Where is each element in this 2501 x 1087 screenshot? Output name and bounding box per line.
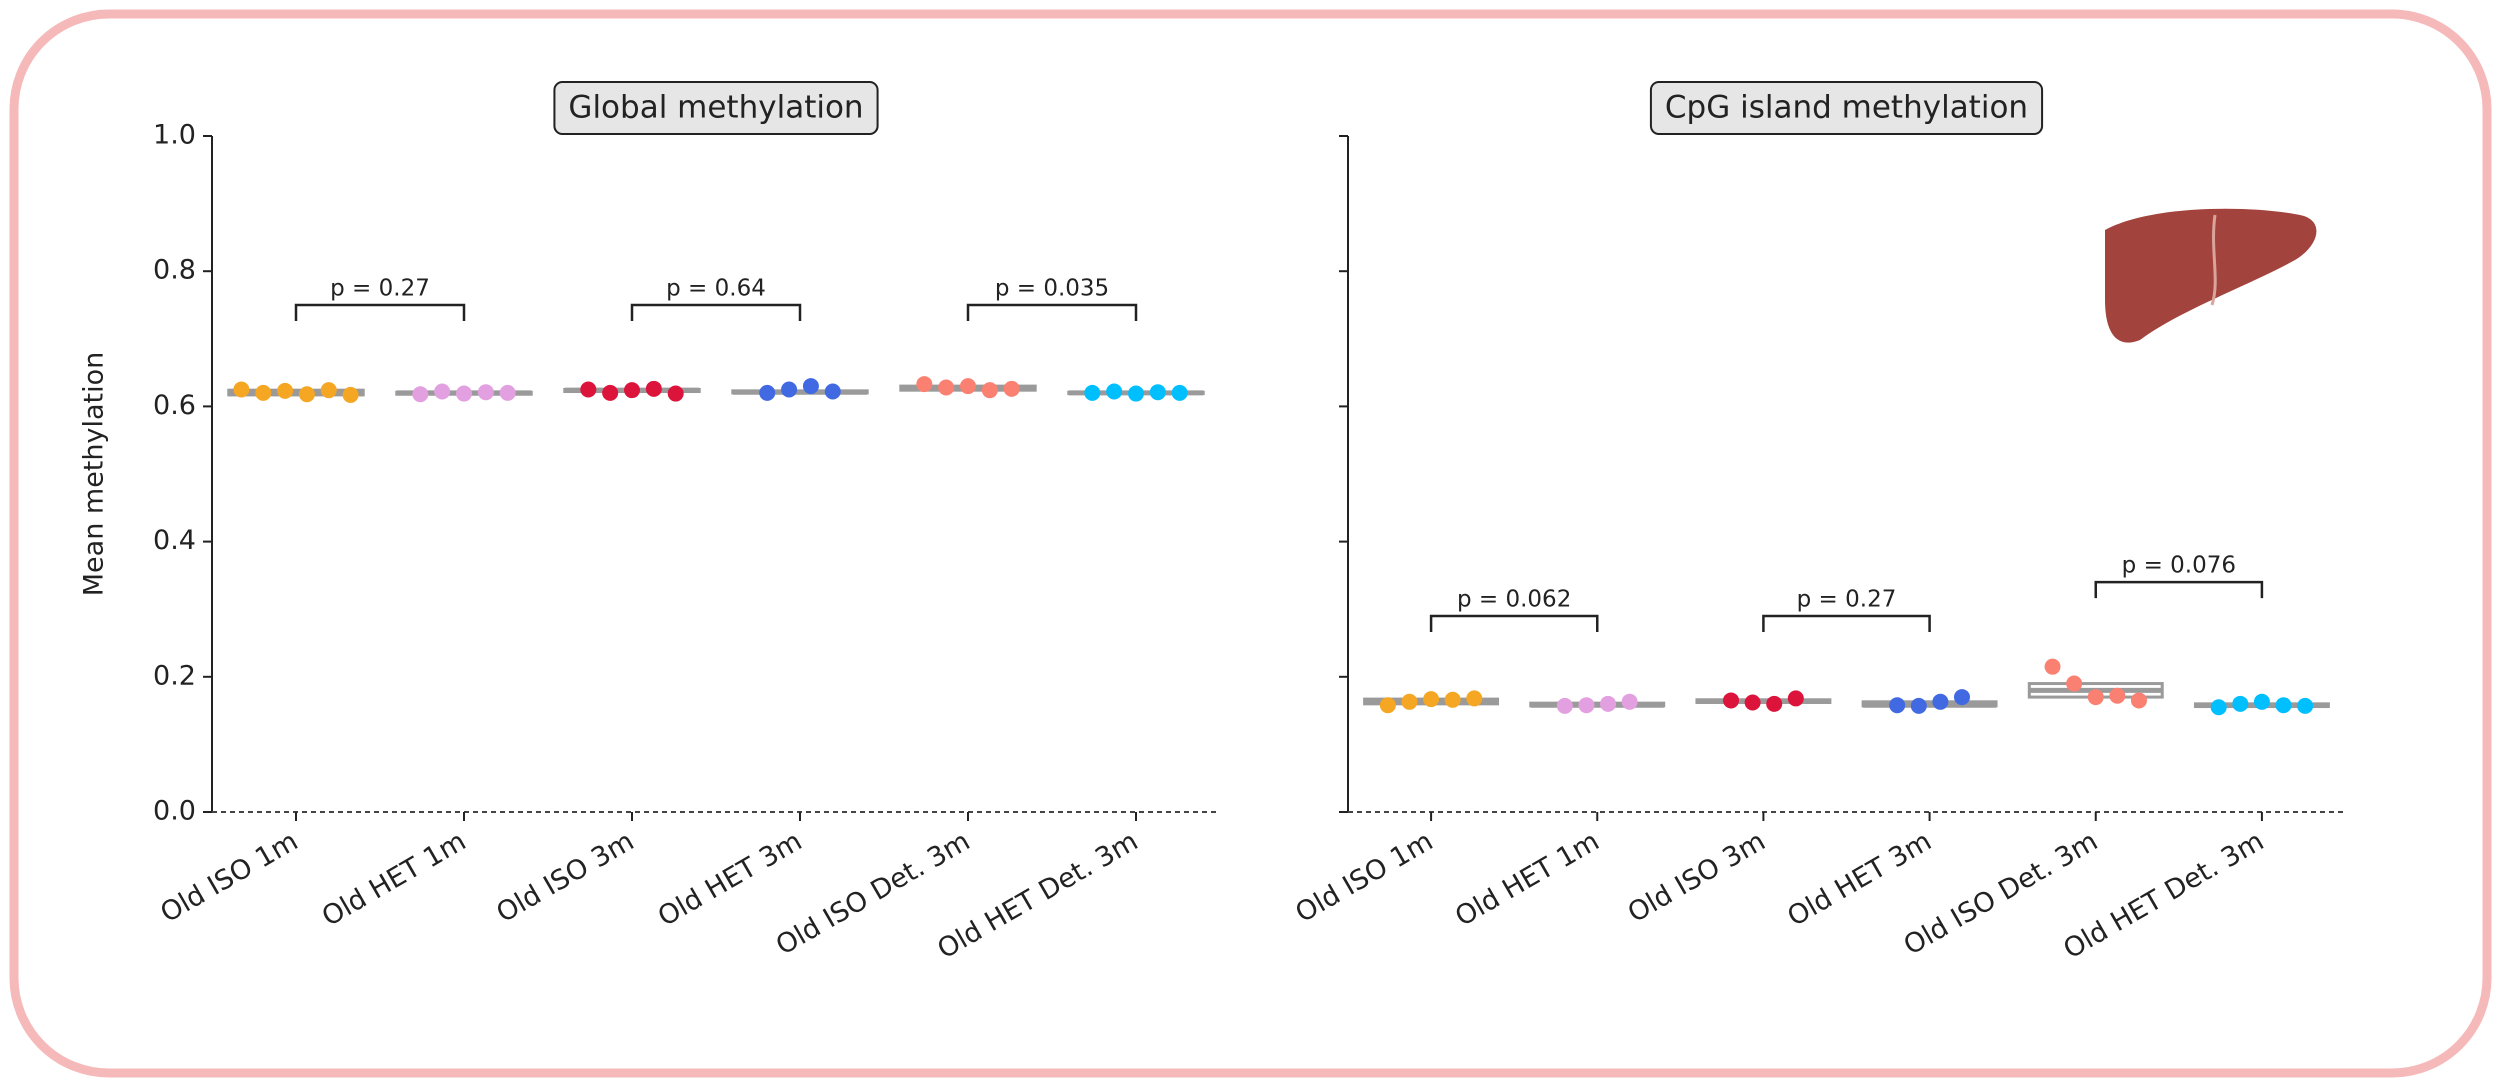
data-point <box>2044 658 2061 675</box>
data-point <box>1910 697 1927 714</box>
significance-bracket <box>1762 614 1931 632</box>
data-point <box>667 385 684 402</box>
data-point <box>277 382 294 399</box>
p-value-label: p = 0.035 <box>995 276 1109 302</box>
data-point <box>2066 675 2083 692</box>
data-point <box>802 378 819 395</box>
data-point <box>2297 697 2314 714</box>
data-point <box>1466 690 1483 707</box>
data-point <box>1621 693 1638 710</box>
data-point <box>434 383 451 400</box>
y-tick-label: 0.0 <box>153 796 196 827</box>
data-point <box>1723 692 1740 709</box>
data-point <box>320 382 337 399</box>
data-point <box>759 384 776 401</box>
chart-title: Global methylation <box>568 90 863 126</box>
x-tick-label: Old HET 1m <box>1450 826 1604 933</box>
data-point <box>412 386 429 403</box>
data-point <box>499 384 516 401</box>
data-point <box>602 384 619 401</box>
data-point <box>645 380 662 397</box>
data-point <box>1128 385 1144 402</box>
data-point <box>916 376 933 393</box>
title-box <box>1649 81 2044 135</box>
title-box <box>553 81 879 135</box>
significance-bracket <box>966 303 1138 321</box>
data-point <box>1106 383 1123 400</box>
liver-icon <box>2105 208 2317 343</box>
x-tick-label: Old ISO 1m <box>1290 826 1438 929</box>
data-point <box>255 384 272 401</box>
data-point <box>2275 697 2292 714</box>
data-point <box>2087 689 2104 706</box>
p-value-label: p = 0.076 <box>2122 553 2236 579</box>
data-point <box>981 382 998 399</box>
y-tick-label: 0.8 <box>153 255 196 286</box>
data-point <box>456 385 472 402</box>
y-tick-label: 0.4 <box>153 525 196 556</box>
data-point <box>2109 687 2126 704</box>
data-point <box>1578 697 1595 714</box>
data-point <box>298 386 315 403</box>
data-point <box>1171 384 1188 401</box>
significance-bracket <box>294 303 466 321</box>
data-point <box>960 378 976 395</box>
x-tick-label: Old ISO 3m <box>1623 826 1771 929</box>
p-value-label: p = 0.27 <box>330 276 430 302</box>
data-point <box>1744 694 1761 711</box>
data-point <box>2253 693 2270 710</box>
data-point <box>2210 699 2227 716</box>
data-point <box>2232 695 2249 712</box>
x-tick-label: Old HET 1m <box>317 826 471 933</box>
chart-title: CpG island methylation <box>1665 90 2028 126</box>
significance-bracket <box>630 303 802 321</box>
data-point <box>477 384 494 401</box>
data-point <box>824 383 841 400</box>
data-point <box>1401 693 1418 710</box>
data-point <box>2130 692 2147 709</box>
x-tick-label: Old HET 3m <box>653 826 807 933</box>
y-axis-label: Mean methylation <box>79 352 110 597</box>
data-point <box>1084 384 1101 401</box>
p-value-label: p = 0.64 <box>666 276 766 302</box>
data-point <box>1889 697 1906 714</box>
y-tick-label: 0.2 <box>153 660 196 691</box>
data-point <box>938 379 955 396</box>
data-point <box>781 381 798 398</box>
data-point <box>1953 689 1970 706</box>
data-point <box>233 381 250 398</box>
data-point <box>1600 695 1617 712</box>
x-tick-label: Old ISO 1m <box>155 826 303 929</box>
y-tick-label: 0.6 <box>153 390 196 421</box>
significance-bracket <box>1429 614 1599 632</box>
p-value-label: p = 0.27 <box>1797 586 1897 612</box>
data-point <box>342 386 359 403</box>
p-value-label: p = 0.062 <box>1457 586 1571 612</box>
data-point <box>1003 380 1020 397</box>
data-point <box>1556 697 1573 714</box>
x-tick-label: Old ISO 3m <box>491 826 639 929</box>
y-tick-label: 1.0 <box>153 120 196 151</box>
data-point <box>1423 691 1440 708</box>
data-point <box>624 382 640 399</box>
x-tick-label: Old HET 3m <box>1782 826 1936 933</box>
data-point <box>1149 384 1166 401</box>
data-point <box>1379 697 1396 714</box>
data-point <box>1932 693 1949 710</box>
data-point <box>580 381 597 398</box>
data-point <box>1787 690 1804 707</box>
frame <box>9 9 2492 1078</box>
data-point <box>1766 695 1783 712</box>
data-point <box>1444 691 1461 708</box>
significance-bracket <box>2094 580 2264 599</box>
